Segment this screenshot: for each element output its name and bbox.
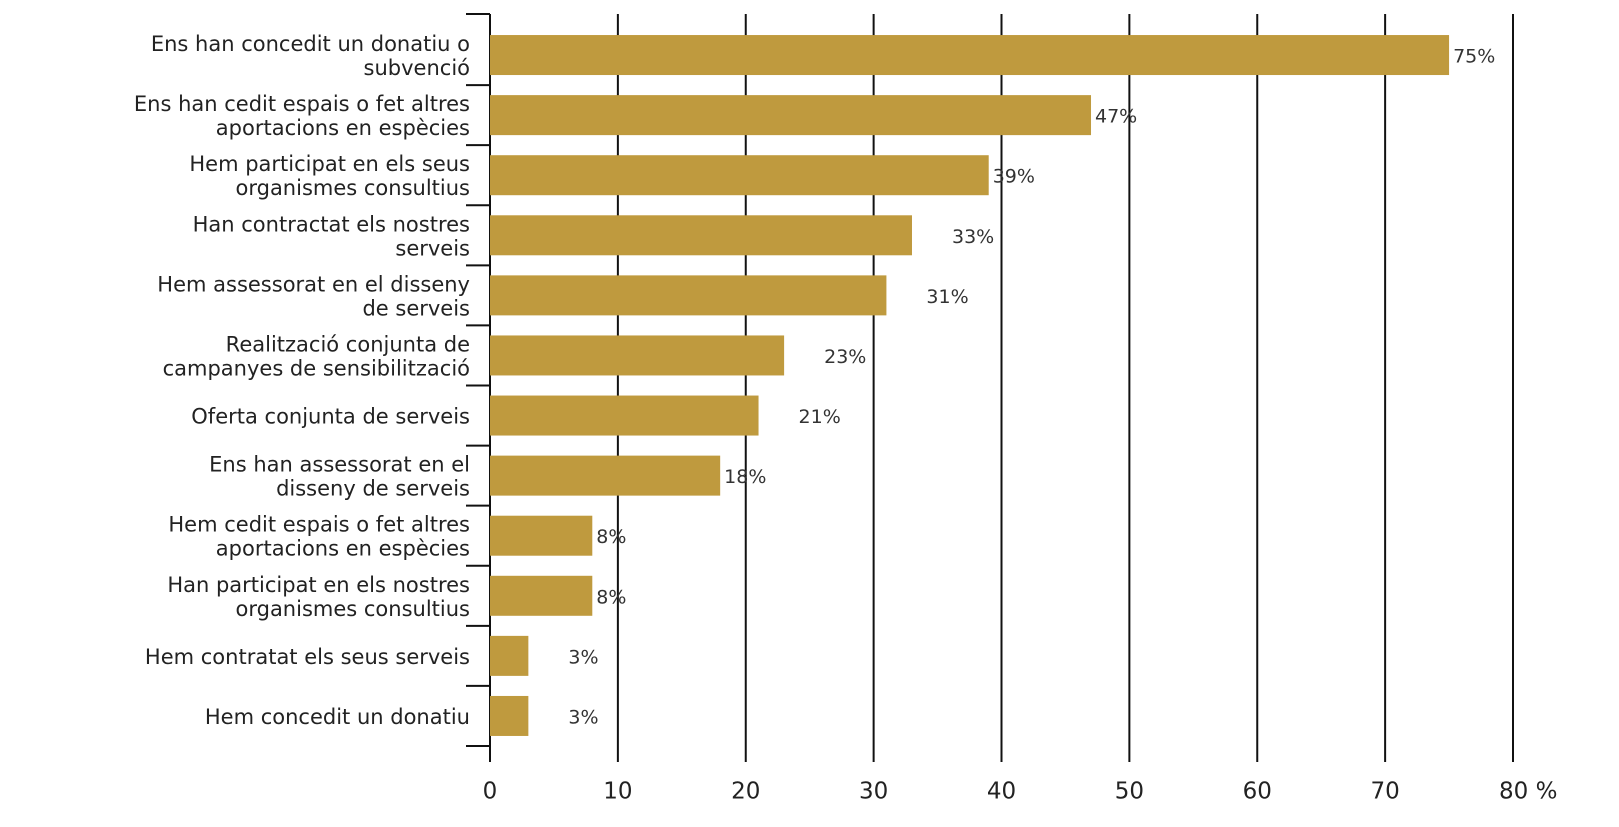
bar [490,395,759,436]
bar [490,35,1450,76]
value-label: 21% [799,406,841,428]
y-tick-label: Oferta conjunta de serveis [191,405,470,429]
value-label: 33% [952,226,994,248]
x-tick-label: 40 [987,779,1016,805]
x-tick-label: 50 [1115,779,1144,805]
value-label: 31% [926,286,968,308]
value-label: 18% [724,466,766,488]
value-label: 8% [596,586,626,608]
value-label: 23% [824,346,866,368]
bar [490,455,721,496]
bar [490,575,593,616]
y-tick-label: Hem concedit un donatiu [205,705,470,729]
x-tick-label: 80 % [1499,779,1557,805]
y-tick-label: Ens han concedit un donatiu o subvenció [151,32,470,80]
value-label: 8% [596,526,626,548]
x-tick-label: 60 [1243,779,1272,805]
y-tick-label: Hem contratat els seus serveis [145,645,470,669]
y-tick-label: Hem participat en els seus organismes con… [189,152,470,200]
bar [490,695,529,736]
x-tick-label: 10 [603,779,632,805]
value-label: 3% [568,706,598,728]
bar [490,635,529,676]
y-tick-label: Hem assessorat en el disseny de serveis [157,272,470,320]
bar [490,215,912,256]
bar [490,275,887,316]
x-tick-label: 30 [859,779,888,805]
y-tick-label: Ens han cedit espais o fet altres aportac… [134,92,470,140]
value-label: 47% [1095,106,1137,128]
bar [490,155,989,196]
x-tick-label: 70 [1370,779,1399,805]
bar [490,95,1092,136]
value-label: 39% [993,166,1035,188]
bar [490,335,785,376]
y-tick-label: Han contractat els nostres serveis [193,212,470,260]
x-tick-label: 20 [731,779,760,805]
y-tick-label: Realització conjunta de campanyes de sens… [163,332,470,380]
bar [490,515,593,556]
y-tick-label: Han participat en els nostres organismes … [167,573,470,621]
y-tick-label: Hem cedit espais o fet altres aportacions… [168,513,470,561]
value-label: 75% [1453,46,1495,68]
y-tick-label: Ens han assessorat en el disseny de serve… [209,453,470,501]
x-tick-label: 0 [483,779,498,805]
value-label: 3% [568,646,598,668]
